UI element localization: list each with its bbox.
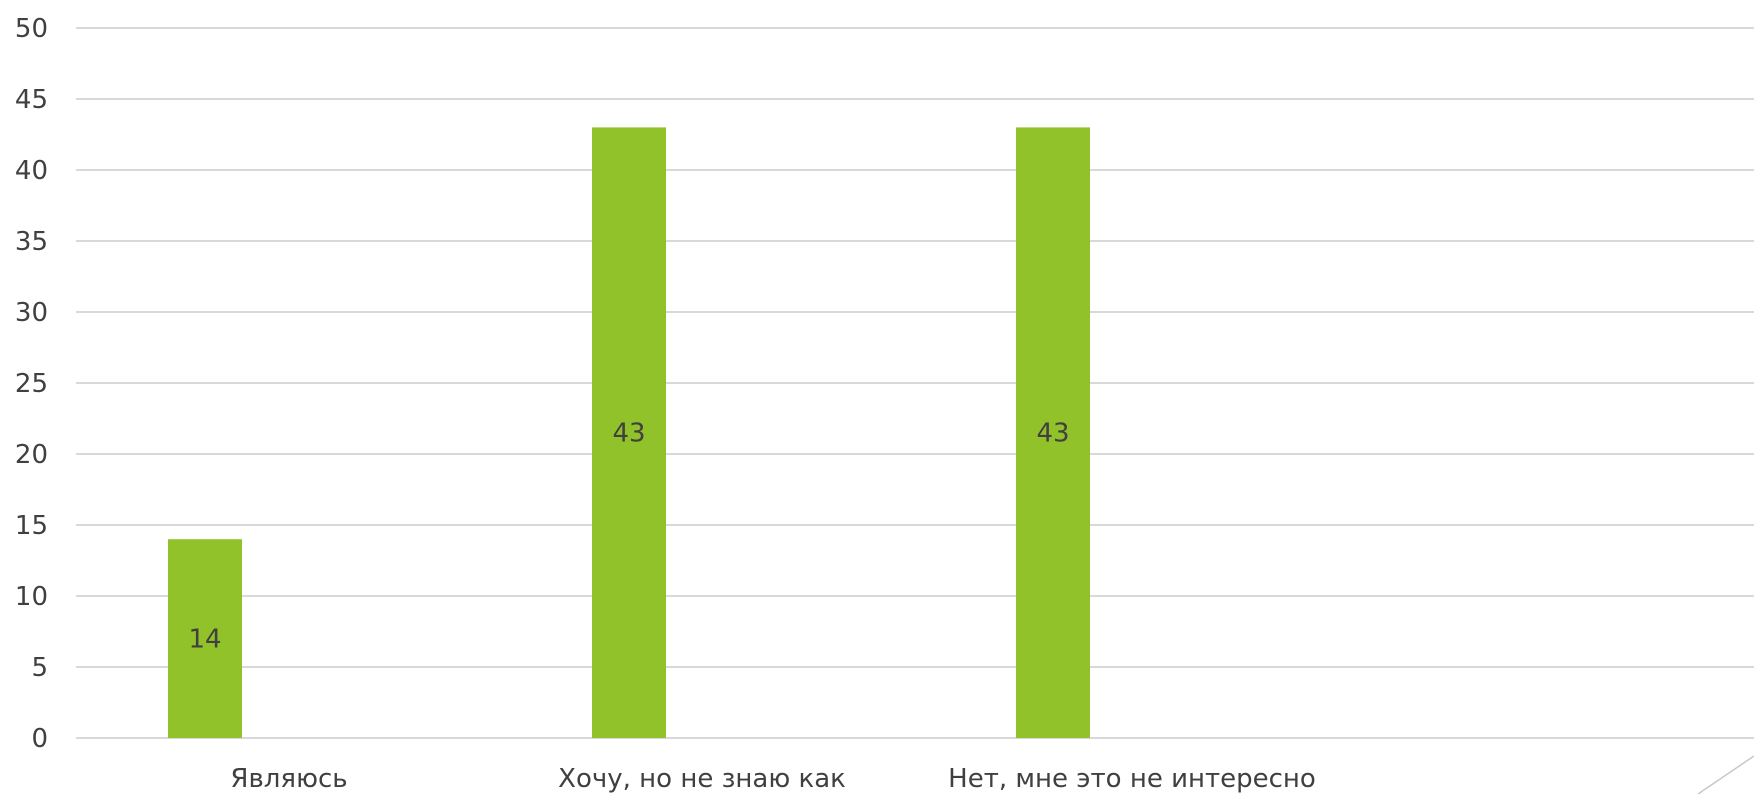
bar bbox=[1016, 127, 1090, 738]
y-tick-label: 5 bbox=[31, 653, 48, 683]
y-axis-tick-labels: 0 5 10 15 20 25 30 35 40 45 50 bbox=[15, 14, 48, 754]
y-tick-label: 15 bbox=[15, 511, 48, 541]
bar bbox=[168, 539, 242, 738]
x-category-label: Хочу, но не знаю как bbox=[558, 764, 846, 794]
y-tick-label: 35 bbox=[15, 227, 48, 257]
y-tick-label: 0 bbox=[31, 724, 48, 754]
y-tick-label: 10 bbox=[15, 582, 48, 612]
y-tick-label: 45 bbox=[15, 85, 48, 115]
y-tick-label: 50 bbox=[15, 14, 48, 44]
x-category-label: Являюсь bbox=[230, 764, 347, 794]
gridlines bbox=[76, 27, 1754, 739]
y-tick-label: 40 bbox=[15, 156, 48, 186]
bar bbox=[592, 127, 666, 738]
y-tick-label: 20 bbox=[15, 440, 48, 470]
x-axis-category-labels: Являюсь Хочу, но не знаю как Нет, мне это … bbox=[230, 764, 1315, 794]
y-tick-label: 30 bbox=[15, 298, 48, 328]
x-category-label: Нет, мне это не интересно bbox=[948, 764, 1316, 794]
bars bbox=[168, 127, 1090, 738]
data-labels: 14 43 43 bbox=[188, 419, 1069, 655]
decorative-corner-line bbox=[1697, 755, 1754, 794]
data-label: 43 bbox=[1036, 419, 1069, 449]
y-tick-label: 25 bbox=[15, 369, 48, 399]
data-label: 14 bbox=[188, 625, 221, 655]
data-label: 43 bbox=[612, 419, 645, 449]
